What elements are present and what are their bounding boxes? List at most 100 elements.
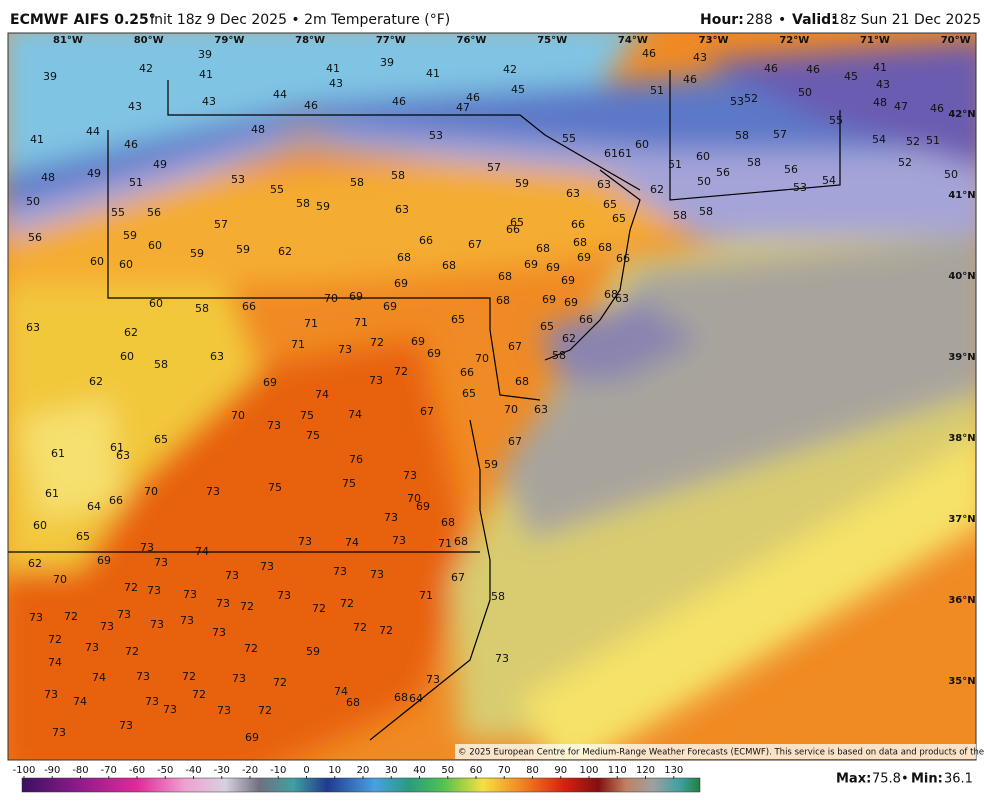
temperature-label: 58	[391, 169, 405, 182]
temperature-label: 69	[564, 296, 578, 309]
temperature-label: 66	[506, 223, 520, 236]
temperature-label: 46	[764, 62, 778, 75]
title: ECMWF AIFS 0.25°	[10, 12, 156, 28]
temperature-label: 68	[454, 535, 468, 548]
colorbar-tick-label: 20	[357, 765, 370, 776]
temperature-label: 65	[462, 387, 476, 400]
temperature-label: 45	[511, 83, 525, 96]
copyright-bg	[455, 744, 976, 759]
temperature-label: 73	[44, 688, 58, 701]
temperature-label: 49	[153, 158, 167, 171]
temperature-label: 39	[380, 56, 394, 69]
temperature-label: 41	[426, 67, 440, 80]
temperature-label: 73	[29, 611, 43, 624]
colorbar-tick-label: 110	[608, 765, 627, 776]
temperature-label: 61	[45, 487, 59, 500]
temperature-label: 73	[403, 469, 417, 482]
longitude-label: 78°W	[295, 35, 325, 46]
temperature-label: 72	[394, 365, 408, 378]
temperature-label: 72	[353, 621, 367, 634]
colorbar-tick-label: 70	[498, 765, 511, 776]
temperature-label: 55	[829, 114, 843, 127]
temperature-label: 58	[154, 358, 168, 371]
map-frame	[7, 32, 977, 761]
temperature-label: 72	[124, 581, 138, 594]
temperature-label: 73	[369, 374, 383, 387]
temperature-label: 43	[202, 95, 216, 108]
temperature-label: 74	[48, 656, 62, 669]
temperature-label: 68	[536, 242, 550, 255]
temperature-label: 57	[487, 161, 501, 174]
temperature-label: 55	[562, 132, 576, 145]
temperature-label: 63	[395, 203, 409, 216]
temperature-label: 57	[773, 128, 787, 141]
temperature-label: 73	[232, 672, 246, 685]
temperature-label: 69	[349, 290, 363, 303]
temperature-label: 73	[100, 620, 114, 633]
colorbar-tick-label: 10	[328, 765, 341, 776]
temperature-label: 60	[119, 258, 133, 271]
temperature-label: 72	[125, 645, 139, 658]
temperature-label: 76	[349, 453, 363, 466]
temperature-label: 71	[419, 589, 433, 602]
longitude-label: 77°W	[376, 35, 406, 46]
longitude-label: 71°W	[860, 35, 890, 46]
temperature-label: 72	[370, 336, 384, 349]
temperature-label: 46	[930, 102, 944, 115]
colorbar-tick-label: -90	[44, 765, 60, 776]
temperature-label: 58	[747, 156, 761, 169]
temperature-label: 62	[650, 183, 664, 196]
temperature-label: 68	[346, 696, 360, 709]
temperature-label: 50	[26, 195, 40, 208]
temperature-label: 72	[379, 624, 393, 637]
temperature-label: 59	[515, 177, 529, 190]
temperature-label: 75	[300, 409, 314, 422]
temperature-label: 53	[231, 173, 245, 186]
temperature-label: 51	[668, 158, 682, 171]
temperature-label: 53	[730, 95, 744, 108]
temperature-label: 65	[603, 198, 617, 211]
temperature-label: 65	[76, 530, 90, 543]
temperature-label: 66	[616, 252, 630, 265]
temperature-label: 73	[180, 614, 194, 627]
temperature-label: 69	[394, 277, 408, 290]
temperature-label: 74	[345, 536, 359, 549]
temperature-label: 72	[312, 602, 326, 615]
colorbar	[21, 777, 701, 793]
temperature-label: 72	[340, 597, 354, 610]
temperature-label: 60	[635, 138, 649, 151]
temperature-label: 42	[503, 63, 517, 76]
temperature-label: 42	[139, 62, 153, 75]
temperature-label: 46	[304, 99, 318, 112]
temperature-label: 73	[495, 652, 509, 665]
temperature-label: 73	[298, 535, 312, 548]
temperature-label: 56	[147, 206, 161, 219]
temperature-label: 65	[451, 313, 465, 326]
latitude-label: 40°N	[948, 271, 975, 282]
temperature-label: 59	[123, 229, 137, 242]
latitude-label: 39°N	[948, 352, 975, 363]
temperature-label: 72	[244, 642, 258, 655]
stats-separator: •	[901, 772, 909, 787]
temperature-label: 68	[397, 251, 411, 264]
temperature-label: 48	[873, 96, 887, 109]
colorbar-tick-label: -100	[13, 765, 36, 776]
temperature-label: 59	[306, 645, 320, 658]
temperature-label: 69	[416, 500, 430, 513]
temperature-label: 67	[468, 238, 482, 251]
min-label: Min:	[911, 772, 943, 787]
temperature-label: 69	[524, 258, 538, 271]
temperature-label: 74	[315, 388, 329, 401]
temperature-label: 70	[53, 573, 67, 586]
temperature-label: 49	[87, 167, 101, 180]
temperature-label: 65	[154, 433, 168, 446]
temperature-label: 68	[604, 288, 618, 301]
colorbar-tick-label: 30	[385, 765, 398, 776]
temperature-label: 41	[30, 133, 44, 146]
temperature-label: 47	[456, 101, 470, 114]
temperature-label: 66	[242, 300, 256, 313]
temperature-label: 58	[491, 590, 505, 603]
temperature-label: 75	[306, 429, 320, 442]
hour: 288	[746, 12, 773, 28]
